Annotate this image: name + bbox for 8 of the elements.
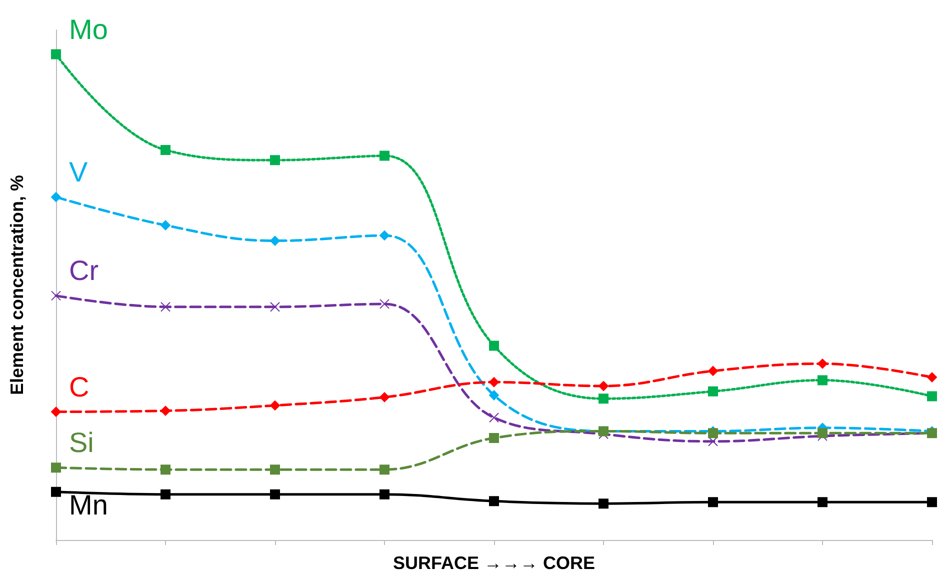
x-axis-title: SURFACE →→→ CORE [392,553,596,573]
series-label: Cr [69,255,99,286]
series-label: C [69,371,90,402]
series-label: Mo [69,14,108,45]
series-label: Si [69,427,94,458]
series-label: Mn [69,489,108,520]
y-axis-title: Element concentration, % [7,174,27,396]
series-label: V [69,156,88,188]
